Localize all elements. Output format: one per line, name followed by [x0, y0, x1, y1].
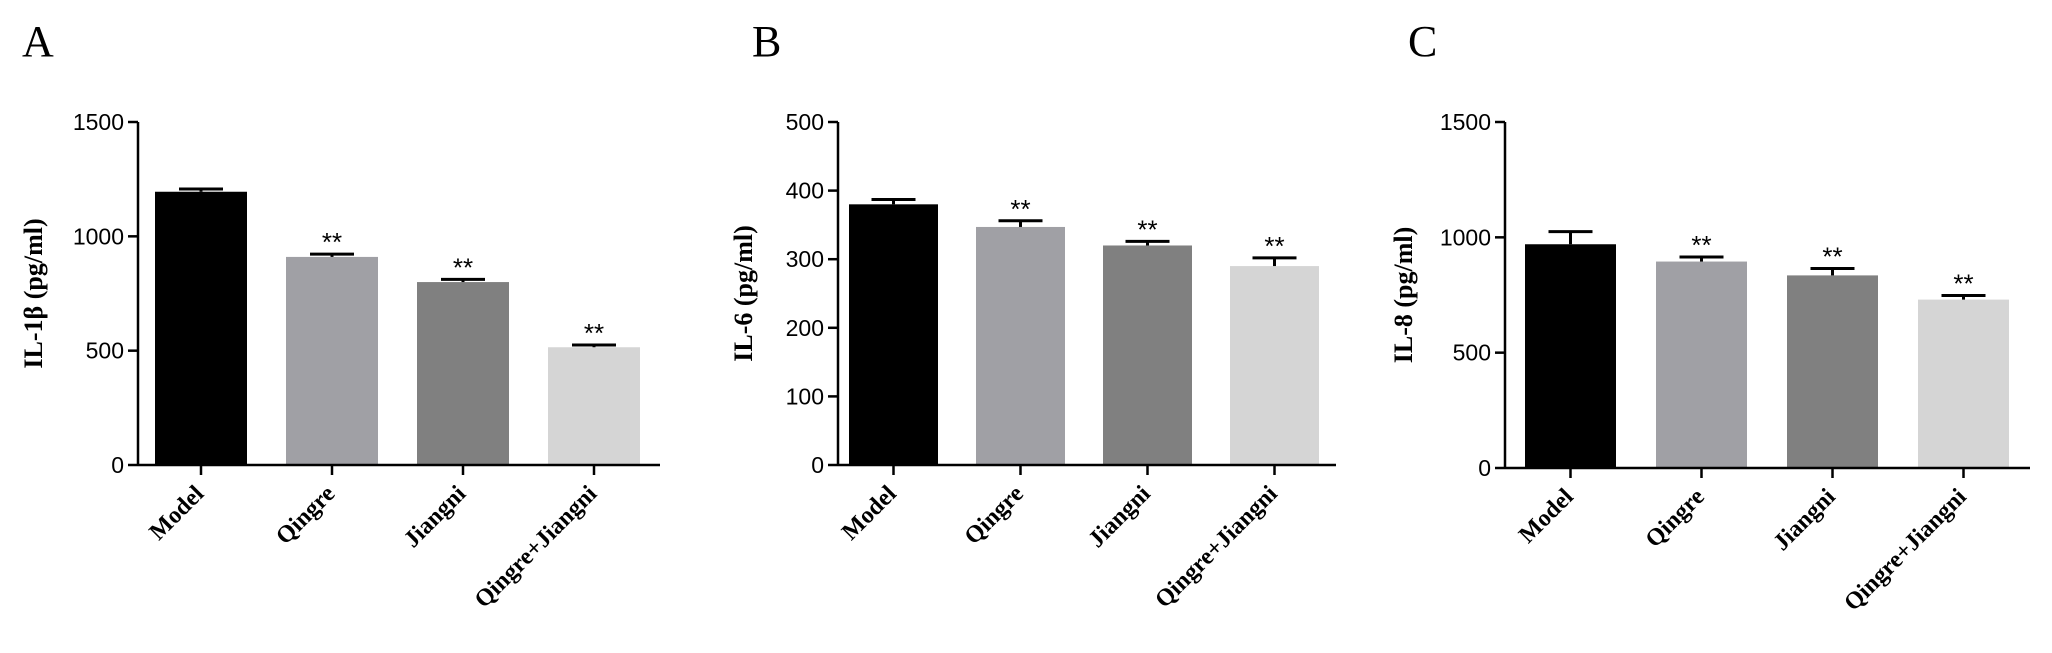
bar	[417, 282, 509, 465]
significance-label: **	[1822, 241, 1842, 271]
bar	[286, 256, 378, 465]
category-label: Qingre+Jiangni	[470, 481, 603, 614]
y-axis-title: IL-1β (pg/ml)	[19, 218, 48, 368]
bar	[976, 226, 1065, 465]
panel-letter: A	[22, 17, 54, 66]
chart-panel-b: B Model ** Qingre ** Jiangni ** Qingre+Jiangni 0…	[729, 17, 1336, 613]
category-label: Jiangni	[1084, 481, 1156, 553]
y-tick-label: 200	[786, 315, 824, 341]
significance-label: **	[1691, 230, 1711, 260]
bar	[1918, 299, 2009, 468]
significance-label: **	[322, 227, 342, 257]
y-axis-title: IL-6 (pg/ml)	[729, 225, 758, 362]
y-tick-label: 0	[111, 452, 124, 478]
bar	[1525, 244, 1616, 468]
category-label: Model	[837, 481, 902, 546]
significance-label: **	[584, 318, 604, 348]
bar	[1656, 261, 1747, 468]
significance-label: **	[1137, 214, 1157, 244]
chart-panel-c: C Model ** Qingre ** Jiangni ** Qingre+Jiangni 0…	[1389, 17, 2030, 616]
category-label: Jiangni	[1769, 484, 1841, 556]
bar	[1787, 275, 1878, 468]
y-tick-label: 400	[786, 178, 824, 204]
category-label: Qingre	[271, 481, 340, 550]
bar	[1103, 245, 1192, 465]
bar	[548, 347, 640, 465]
category-label: Model	[1514, 484, 1579, 549]
y-tick-label: 500	[1453, 340, 1491, 366]
chart-panel-a: A Model ** Qingre ** Jiangni ** Qingre+Jiangni 0…	[19, 17, 660, 613]
category-label: Model	[145, 481, 210, 546]
y-tick-label: 1500	[1440, 109, 1491, 135]
category-label: Qingre+Jiangni	[1839, 484, 1972, 617]
bar	[1230, 266, 1319, 465]
bar	[849, 204, 938, 465]
category-label: Jiangni	[399, 481, 471, 553]
y-tick-label: 0	[1478, 455, 1491, 481]
category-label: Qingre+Jiangni	[1150, 481, 1283, 614]
panel-letter: B	[752, 17, 781, 66]
significance-label: **	[1010, 194, 1030, 224]
y-axis-title: IL-8 (pg/ml)	[1389, 227, 1418, 364]
y-tick-label: 1000	[1440, 224, 1491, 250]
y-tick-label: 500	[86, 338, 124, 364]
y-tick-label: 500	[786, 109, 824, 135]
y-tick-label: 1500	[73, 109, 124, 135]
significance-label: **	[1264, 231, 1284, 261]
y-tick-label: 1000	[73, 223, 124, 249]
category-label: Qingre	[960, 481, 1029, 550]
y-tick-label: 300	[786, 246, 824, 272]
significance-label: **	[453, 252, 473, 282]
panel-letter: C	[1408, 17, 1437, 66]
bar	[155, 191, 247, 465]
y-tick-label: 100	[786, 383, 824, 409]
category-label: Qingre	[1641, 484, 1710, 553]
y-tick-label: 0	[811, 452, 824, 478]
significance-label: **	[1953, 268, 1973, 298]
